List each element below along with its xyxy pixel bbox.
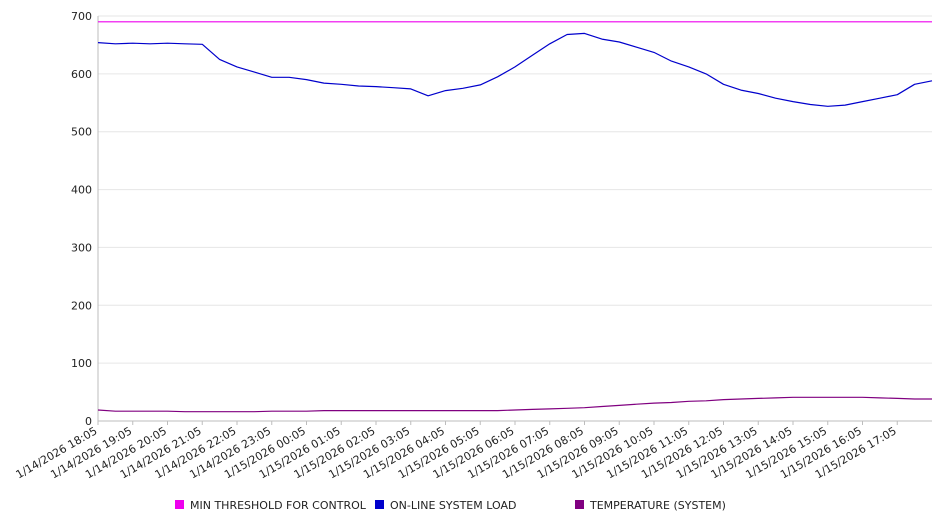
y-tick-label: 500 — [71, 126, 92, 139]
series-lines — [97, 21, 933, 413]
series-line-1 — [97, 32, 933, 107]
y-tick-label: 400 — [71, 184, 92, 197]
y-tick-label: 100 — [71, 357, 92, 370]
x-tick-labels: 1/14/2026 18:051/14/2026 19:051/14/2026 … — [14, 424, 899, 481]
legend-swatch — [175, 500, 184, 509]
legend-label: TEMPERATURE (SYSTEM) — [589, 499, 726, 512]
legend-swatch — [575, 500, 584, 509]
y-tick-label: 300 — [71, 241, 92, 254]
y-tick-label: 0 — [85, 415, 92, 428]
legend-swatch — [375, 500, 384, 509]
legend: MIN THRESHOLD FOR CONTROL ON-LINE SYSTEM … — [175, 499, 726, 512]
axes — [97, 16, 932, 425]
series-line-2 — [97, 396, 932, 413]
y-tick-label: 200 — [71, 299, 92, 312]
y-tick-label: 700 — [71, 10, 92, 23]
legend-label: ON-LINE SYSTEM LOAD — [390, 499, 516, 512]
legend-label: MIN THRESHOLD FOR CONTROL — [190, 499, 367, 512]
y-tick-label: 600 — [71, 68, 92, 81]
gridlines — [98, 15, 932, 364]
y-tick-labels: 0 100 200 300 400 500 600 700 — [71, 10, 92, 428]
